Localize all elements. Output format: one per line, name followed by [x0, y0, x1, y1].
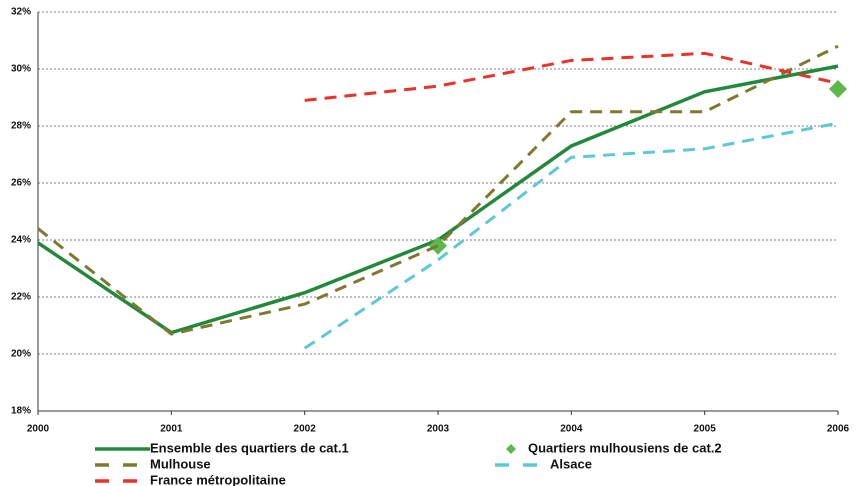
- y-tick-label: 22%: [11, 292, 31, 303]
- marker: [429, 236, 447, 255]
- x-tick-label: 2006: [827, 424, 850, 435]
- y-tick-label: 18%: [11, 406, 31, 417]
- legend-swatch: [506, 444, 516, 454]
- legend-label: Ensemble des quartiers de cat.1: [150, 440, 349, 455]
- y-tick-label: 32%: [11, 7, 31, 18]
- x-tick-label: 2004: [560, 424, 583, 435]
- series-line: [304, 51, 839, 102]
- y-tick-label: 28%: [11, 121, 31, 132]
- series-line: [303, 121, 839, 350]
- x-tick-label: 2003: [427, 424, 450, 435]
- x-tick-label: 2002: [294, 424, 317, 435]
- legend-label: France métropolitaine: [150, 472, 286, 486]
- series-line: [37, 44, 839, 336]
- y-tick-label: 24%: [11, 235, 31, 246]
- x-tick-label: 2001: [160, 424, 183, 435]
- legend-label: Alsace: [550, 456, 592, 471]
- x-tick-label: 2000: [27, 424, 50, 435]
- marker: [829, 79, 847, 98]
- y-tick-label: 26%: [11, 178, 31, 189]
- y-tick-label: 20%: [11, 349, 31, 360]
- y-tick-label: 30%: [11, 64, 31, 75]
- legend-label: Mulhouse: [150, 456, 211, 471]
- legend-label: Quartiers mulhousiens de cat.2: [528, 440, 722, 455]
- x-tick-label: 2005: [694, 424, 717, 435]
